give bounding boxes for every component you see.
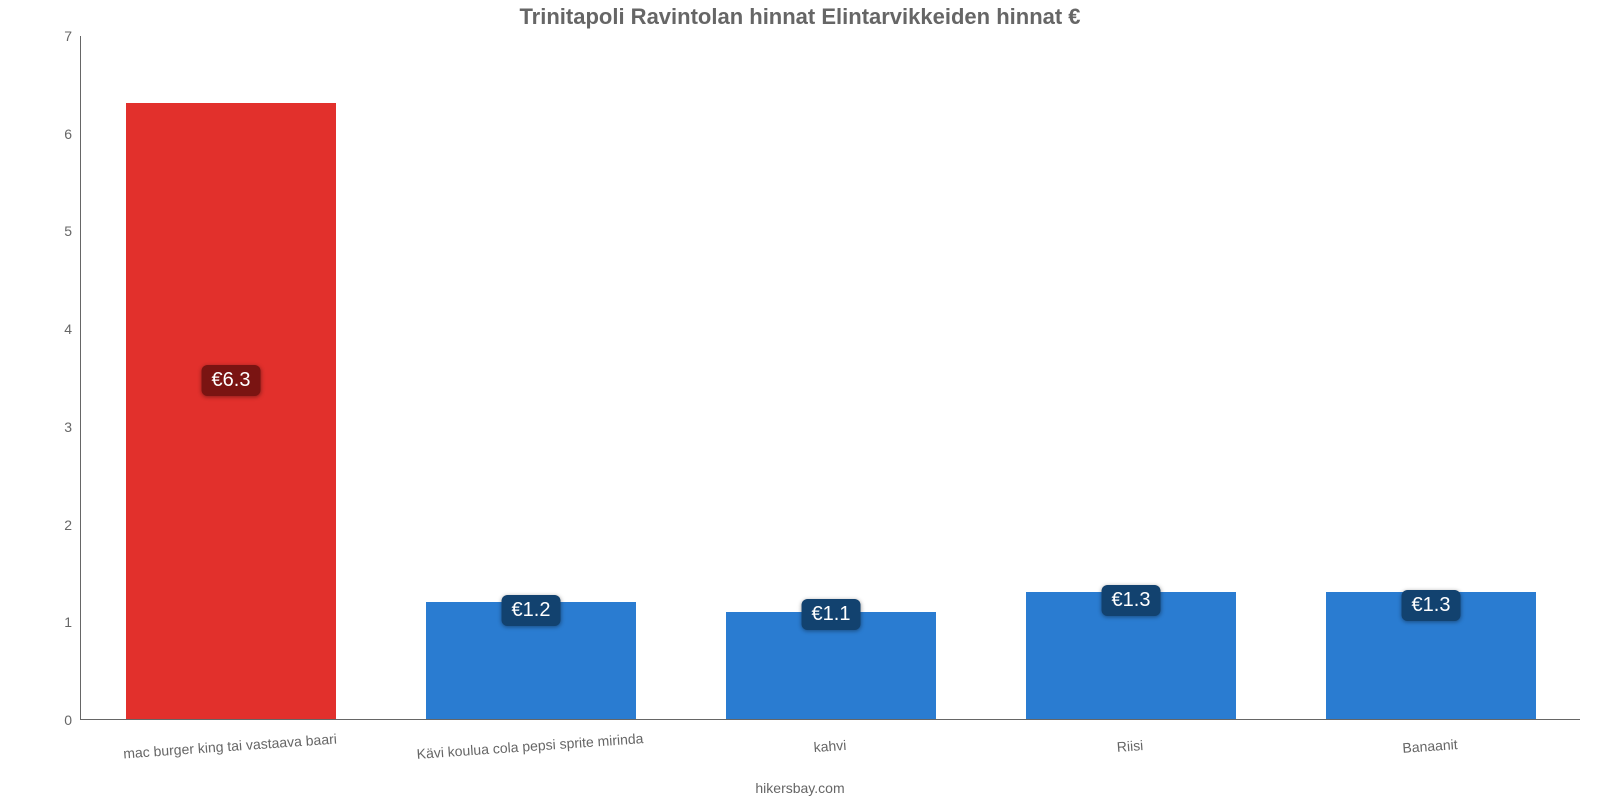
- y-tick-label: 3: [12, 419, 72, 435]
- bar: [126, 103, 336, 719]
- y-tick-label: 4: [12, 321, 72, 337]
- plot-area: €6.3 €1.2 €1.1 €1.3 €1.3: [80, 36, 1580, 720]
- x-tick-label: mac burger king tai vastaava baari: [123, 731, 338, 762]
- x-tick-label: Kävi koulua cola pepsi sprite mirinda: [416, 730, 644, 762]
- chart-footer: hikersbay.com: [0, 780, 1600, 796]
- value-badge: €1.3: [1402, 590, 1461, 621]
- x-tick-label: Riisi: [1116, 737, 1144, 755]
- price-bar-chart: Trinitapoli Ravintolan hinnat Elintarvik…: [0, 0, 1600, 800]
- chart-title: Trinitapoli Ravintolan hinnat Elintarvik…: [0, 4, 1600, 30]
- grid-area: €6.3 €1.2 €1.1 €1.3 €1.3: [81, 36, 1580, 719]
- y-tick-label: 0: [12, 712, 72, 728]
- value-badge: €6.3: [202, 365, 261, 396]
- x-tick-label: Banaanit: [1402, 736, 1458, 756]
- y-tick-label: 6: [12, 126, 72, 142]
- value-badge: €1.3: [1102, 585, 1161, 616]
- y-tick-label: 7: [12, 28, 72, 44]
- y-tick-label: 1: [12, 614, 72, 630]
- y-tick-label: 5: [12, 223, 72, 239]
- y-tick-label: 2: [12, 517, 72, 533]
- value-badge: €1.2: [502, 595, 561, 626]
- value-badge: €1.1: [802, 599, 861, 630]
- x-tick-label: kahvi: [813, 737, 847, 755]
